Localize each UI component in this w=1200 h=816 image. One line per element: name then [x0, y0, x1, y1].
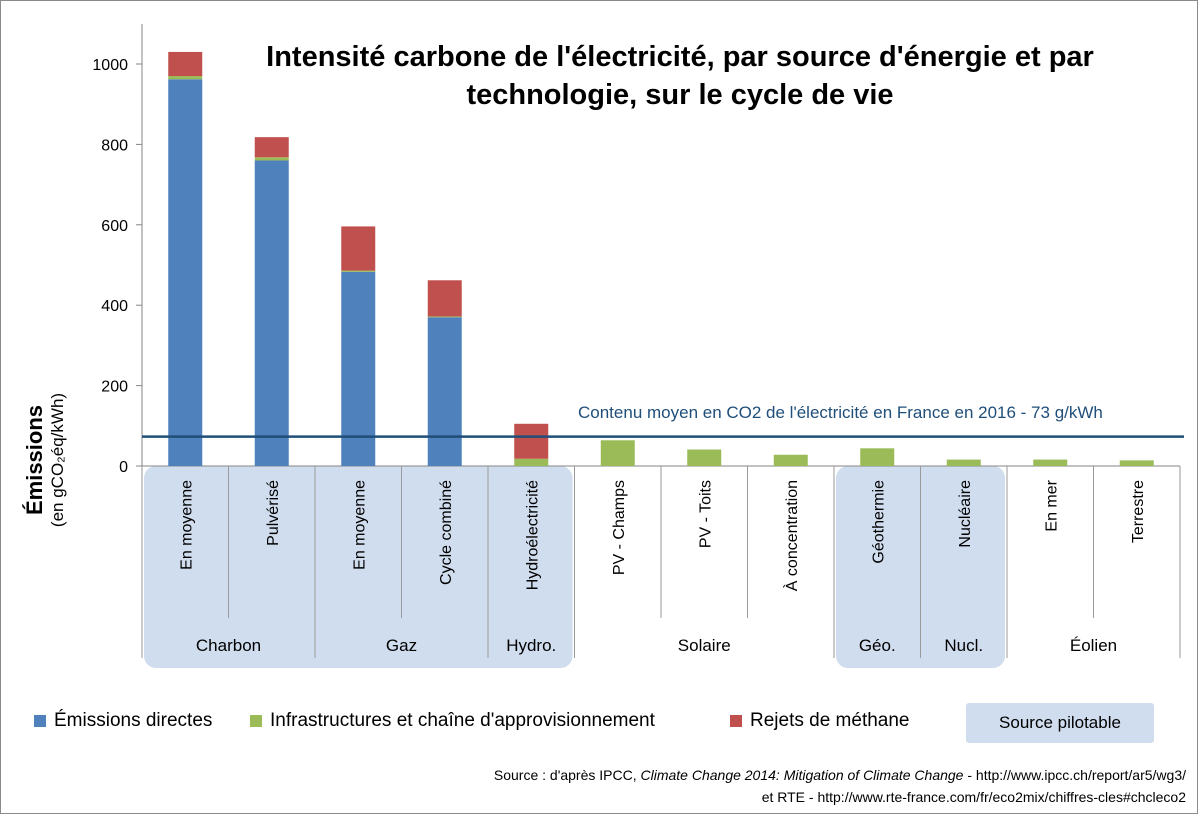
category-label: En mer — [1043, 479, 1060, 531]
legend-label-infra: Infrastructures et chaîne d'approvisionn… — [270, 710, 655, 731]
category-label: PV - Toits — [697, 480, 714, 548]
bar-segment — [514, 458, 549, 466]
reference-line-label: Contenu moyen en CO2 de l'électricité en… — [578, 403, 1103, 422]
bar-segment — [687, 449, 722, 466]
category-label: Cycle combiné — [438, 480, 455, 585]
group-label: Géo. — [859, 636, 896, 655]
y-axis-title: Émissions — [22, 404, 47, 516]
bar-segment — [254, 157, 289, 161]
legend-swatch-direct — [34, 715, 46, 727]
chart-title: Intensité carbone de l'électricité, par … — [266, 41, 1094, 111]
source-note: Source : d'après IPCC, Climate Change 20… — [494, 764, 1186, 808]
bar-segment — [341, 226, 376, 271]
category-label: Pulvérisé — [265, 480, 282, 546]
y-tick-label: 200 — [101, 379, 128, 396]
bar-segment — [254, 137, 289, 158]
bar-segment — [860, 448, 895, 466]
bar-segment — [514, 423, 549, 459]
bar-segment — [427, 280, 462, 317]
bar-segment — [168, 79, 203, 466]
y-tick-label: 400 — [101, 298, 128, 315]
bar-segment — [168, 76, 203, 80]
legend-item-direct: Émissions directes — [34, 710, 212, 732]
legend-label-direct: Émissions directes — [54, 710, 213, 731]
group-label: Gaz — [386, 636, 417, 655]
category-label: Terrestre — [1130, 480, 1147, 543]
legend-pilotable: Source pilotable — [966, 703, 1154, 743]
bar-segment — [254, 160, 289, 467]
group-label: Solaire — [678, 636, 731, 655]
y-tick-label: 600 — [101, 218, 128, 235]
y-axis-unit: (en gCO₂éq/kWh) — [48, 392, 67, 528]
bar-segment — [1033, 459, 1068, 466]
category-label: PV - Champs — [611, 480, 628, 575]
bar-segment — [341, 271, 376, 466]
category-label: En moyenne — [351, 480, 368, 570]
bar-segment — [427, 317, 462, 466]
category-label: À concentration — [782, 480, 801, 591]
bar-segment — [341, 270, 376, 272]
category-label: Géothermie — [870, 480, 887, 564]
bar-segment — [168, 51, 203, 77]
pilotable-region — [144, 466, 573, 668]
category-label: Hydroélectricité — [524, 480, 541, 590]
bar-segment — [1119, 460, 1154, 466]
group-label: Nucl. — [944, 636, 983, 655]
group-label: Charbon — [196, 636, 261, 655]
legend-swatch-infra — [250, 715, 262, 727]
legend-item-infra: Infrastructures et chaîne d'approvisionn… — [250, 710, 655, 732]
source-line-2: et RTE - http://www.rte-france.com/fr/ec… — [761, 789, 1186, 805]
legend-item-methane: Rejets de méthane — [730, 710, 910, 732]
bar-segment — [427, 316, 462, 318]
group-label: Éolien — [1070, 636, 1117, 655]
y-tick-label: 1000 — [92, 57, 128, 74]
category-label: Nucléaire — [957, 480, 974, 548]
group-label: Hydro. — [506, 636, 556, 655]
source-line-1: Source : d'après IPCC, Climate Change 20… — [493, 767, 1186, 783]
y-tick-label: 800 — [101, 137, 128, 154]
legend-label-methane: Rejets de méthane — [750, 710, 910, 731]
y-tick-label: 0 — [119, 459, 128, 476]
bar-segment — [600, 440, 635, 466]
category-label: En moyenne — [178, 480, 195, 570]
legend-swatch-methane — [730, 715, 742, 727]
bar-segment — [946, 459, 981, 466]
bar-segment — [773, 454, 808, 466]
